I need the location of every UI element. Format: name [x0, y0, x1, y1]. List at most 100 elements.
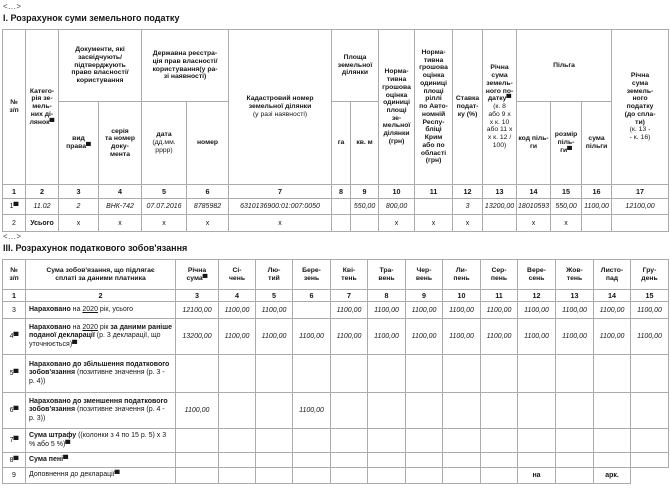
empty-cell	[292, 354, 331, 393]
row-label: Сума пені▀	[25, 452, 176, 468]
label-part: Нараховано до збільшення податкового зоб…	[29, 361, 170, 377]
col-num: 12	[452, 184, 484, 199]
col-num: 14	[516, 184, 552, 199]
benefit-code-value: 18010593	[516, 198, 552, 215]
annual-sum-value: 1100,00	[175, 392, 219, 429]
empty-cell	[175, 467, 219, 484]
col-num: 4	[98, 184, 142, 199]
x-cell: х	[141, 214, 187, 232]
col-num: 13	[482, 184, 518, 199]
empty-cell	[331, 198, 352, 215]
total-row: 2 Усього х х х х х х х х х х	[2, 214, 670, 232]
empty-cell	[175, 452, 219, 468]
col-num: 2	[25, 184, 59, 199]
empty-cell	[630, 428, 669, 453]
month-value: 1100,00	[255, 301, 293, 319]
col-num: 16	[581, 184, 613, 199]
empty-cell	[442, 452, 481, 468]
col-num: 14	[593, 289, 631, 302]
empty-cell	[218, 428, 256, 453]
month-value: 1100,00	[630, 301, 669, 319]
empty-cell	[292, 467, 331, 484]
trim-mark-top: <...>	[3, 2, 22, 11]
col-header-annual-tax: Річна сума земель- ного по- датку▀ (к. 8…	[482, 29, 518, 185]
label-year: 2020	[82, 324, 98, 332]
empty-cell	[555, 428, 594, 453]
reg-date-header-format: (дд.мм. рррр)	[152, 139, 176, 154]
empty-cell	[405, 428, 443, 453]
row-number-cell: 1▀	[2, 198, 26, 215]
label-part: за даними раніше поданої декларації	[29, 324, 172, 340]
reg-date-header-main: дата	[156, 131, 172, 139]
empty-cell	[175, 354, 219, 393]
x-cell: х	[550, 214, 583, 232]
label-part: (позитивне значення (р. 4 - р. 3))	[29, 406, 165, 422]
month-value: 1100,00	[218, 318, 256, 355]
col-header-benefit-sum: сума пільги	[581, 101, 613, 185]
col-header-area-m2: кв. м	[350, 101, 380, 185]
col-header-month-february: Лю- тий	[255, 259, 293, 290]
row-number-cell: 5▀	[2, 354, 26, 393]
month-value: 1100,00	[367, 318, 406, 355]
annual-tax-due-value: 12100,00	[611, 198, 670, 215]
col-num: 5	[255, 289, 293, 302]
empty-cell	[442, 467, 481, 484]
col-header-row-number: № з/п	[2, 259, 26, 290]
annual-tax-header-main: Річна сума земель- ного по- датку▀	[485, 64, 514, 103]
col-header-month-march: Бере- зень	[292, 259, 331, 290]
sheets-count-cell	[555, 467, 594, 484]
empty-cell	[330, 467, 368, 484]
row-number-cell: 6▀	[2, 392, 26, 429]
col-num: 8	[367, 289, 406, 302]
empty-cell	[218, 392, 256, 429]
x-cell: х	[228, 214, 333, 232]
empty-cell	[482, 214, 518, 232]
month-value: 1100,00	[405, 301, 443, 319]
x-cell: х	[378, 214, 416, 232]
annual-sum-value: 12100,00	[175, 301, 219, 319]
col-header-tax-rate: Ставка подат- ку (%)	[452, 29, 484, 185]
col-header-row-number: № з/п	[2, 29, 26, 185]
empty-cell	[405, 392, 443, 429]
row-label: Нараховано на 2020 рік за даними раніше …	[25, 318, 176, 355]
x-cell: х	[452, 214, 484, 232]
empty-cell	[555, 452, 594, 468]
month-value: 1100,00	[255, 318, 293, 355]
row-accrued-decrease: 6▀ Нараховано до зменшення податкового з…	[2, 392, 669, 429]
row-accrued-total: 3 Нараховано на 2020 рік, усього 12100,0…	[2, 301, 669, 319]
empty-cell	[350, 214, 380, 232]
empty-cell	[330, 452, 368, 468]
empty-cell	[367, 392, 406, 429]
empty-cell	[517, 452, 556, 468]
col-header-month-november: Листо- пад	[593, 259, 631, 290]
empty-cell	[517, 354, 556, 393]
col-header-month-december: Гру- день	[630, 259, 669, 290]
label-part: ((колонки з 4 по 15 р. 5) х 3 % або 5 %)…	[29, 432, 167, 448]
col-header-liability-label: Сума зобов'язання, що підлягає сплаті за…	[25, 259, 176, 290]
empty-cell	[480, 428, 518, 453]
empty-cell	[175, 428, 219, 453]
row-label: Нараховано до зменшення податкового зобо…	[25, 392, 176, 429]
tax-rate-value: 3	[452, 198, 484, 215]
empty-cell	[292, 428, 331, 453]
annual-tax-header-formula: (к. 8 або 9 х х к. 10 або 11 х х к. 12 /…	[486, 103, 513, 149]
empty-cell	[367, 452, 406, 468]
label-part: (позитивне значення (р. 3 - р. 4))	[29, 369, 165, 385]
col-num: 8	[331, 184, 352, 199]
empty-cell	[517, 428, 556, 453]
col-header-benefit-code: код піль- ги	[516, 101, 552, 185]
month-value: 1100,00	[517, 318, 556, 355]
empty-cell	[517, 392, 556, 429]
label-part: Доповнення до декларації▀	[29, 471, 120, 479]
col-group-state-registration: Державна реєстра- ція прав власності/ ко…	[140, 29, 230, 102]
x-cell: х	[58, 214, 99, 232]
annual-tax-value: 13200,00	[482, 198, 518, 215]
col-num: 15	[630, 289, 669, 302]
col-num: 2	[25, 289, 176, 302]
empty-cell	[480, 392, 518, 429]
label-part: Нараховано	[29, 324, 71, 332]
right-type-value: 2	[58, 198, 99, 215]
total-label: Усього	[25, 214, 59, 232]
sheets-label: арк.	[593, 467, 631, 484]
